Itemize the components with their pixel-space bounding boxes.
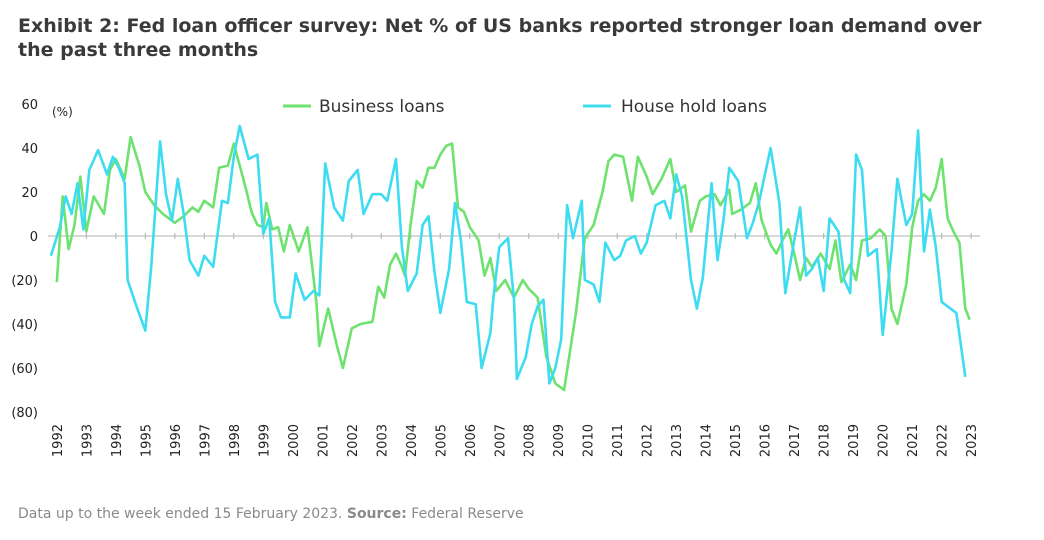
x-tick-label: 2005 bbox=[434, 424, 449, 457]
y-tick-label: (60) bbox=[11, 362, 38, 377]
x-tick-label: 2012 bbox=[641, 424, 656, 457]
x-tick-label: 2017 bbox=[788, 424, 803, 457]
x-tick-label: 2011 bbox=[611, 424, 626, 457]
x-tick-label: 1995 bbox=[139, 424, 154, 457]
x-tick-label: 1997 bbox=[198, 424, 213, 457]
x-tick-label: 2000 bbox=[287, 424, 302, 457]
series-line-business-loans bbox=[55, 135, 971, 392]
chart-title: Exhibit 2: Fed loan officer survey: Net … bbox=[18, 15, 982, 61]
x-tick-label: 2007 bbox=[493, 424, 508, 457]
x-tick-label: 2020 bbox=[877, 424, 892, 457]
y-tick-label: (80) bbox=[11, 406, 38, 421]
x-tick-label: 2010 bbox=[582, 424, 597, 457]
x-tick-label: 2008 bbox=[523, 424, 538, 457]
x-tick-label: 1993 bbox=[80, 424, 95, 457]
x-tick-label: 2003 bbox=[375, 424, 390, 457]
y-tick-label: 20 bbox=[21, 186, 38, 201]
y-tick-label: (20) bbox=[11, 274, 38, 289]
x-tick-label: 2022 bbox=[936, 424, 951, 457]
x-tick-label: 2009 bbox=[552, 424, 567, 457]
source-label: Source: bbox=[346, 506, 407, 522]
x-tick-label: 2015 bbox=[729, 424, 744, 457]
x-tick-label: 1994 bbox=[110, 424, 125, 457]
x-tick-label: 2016 bbox=[759, 424, 774, 457]
x-tick-label: 2002 bbox=[346, 424, 361, 457]
x-tick-label: 1999 bbox=[257, 424, 272, 457]
x-tick-label: 1998 bbox=[228, 424, 243, 457]
legend-label-business: Business loans bbox=[319, 97, 445, 117]
x-tick-label: 2014 bbox=[700, 424, 715, 457]
x-tick-label: 2013 bbox=[670, 424, 685, 457]
line-chart: 60 40 20 0 (20) (40) (60) (80) (%) 1992 1993 1994… bbox=[11, 97, 980, 457]
y-tick-label: 60 bbox=[21, 98, 38, 113]
y-tick-label: 40 bbox=[21, 142, 38, 157]
chart-footer: Data up to the week ended 15 February 20… bbox=[18, 506, 524, 522]
x-tick-label: 2019 bbox=[847, 424, 862, 457]
x-tick-label: 2023 bbox=[965, 424, 980, 457]
x-tick-label: 2018 bbox=[818, 424, 833, 457]
legend-item-household: House hold loans bbox=[583, 97, 767, 117]
x-axis: 1992 1993 1994 1995 1996 1997 1998 1999 2000 2001… bbox=[51, 233, 980, 457]
footer-note: Data up to the week ended 15 February 20… bbox=[18, 506, 347, 522]
legend-label-household: House hold loans bbox=[621, 97, 767, 117]
x-tick-label: 1996 bbox=[169, 424, 184, 457]
series-line-household-loans bbox=[49, 124, 967, 385]
series-layer bbox=[49, 124, 971, 392]
legend: Business loans House hold loans bbox=[283, 97, 767, 117]
x-tick-label: 2004 bbox=[405, 424, 420, 457]
y-tick-label: 0 bbox=[30, 230, 38, 245]
x-tick-label: 2006 bbox=[464, 424, 479, 457]
x-tick-label: 2001 bbox=[316, 424, 331, 457]
legend-item-business: Business loans bbox=[283, 97, 445, 117]
x-tick-label: 1992 bbox=[51, 424, 66, 457]
x-tick-label: 2021 bbox=[906, 424, 921, 457]
source-value: Federal Reserve bbox=[406, 506, 524, 522]
y-axis: 60 40 20 0 (20) (40) (60) (80) bbox=[11, 98, 38, 421]
y-axis-unit-label: (%) bbox=[52, 105, 73, 119]
y-tick-label: (40) bbox=[11, 318, 38, 333]
